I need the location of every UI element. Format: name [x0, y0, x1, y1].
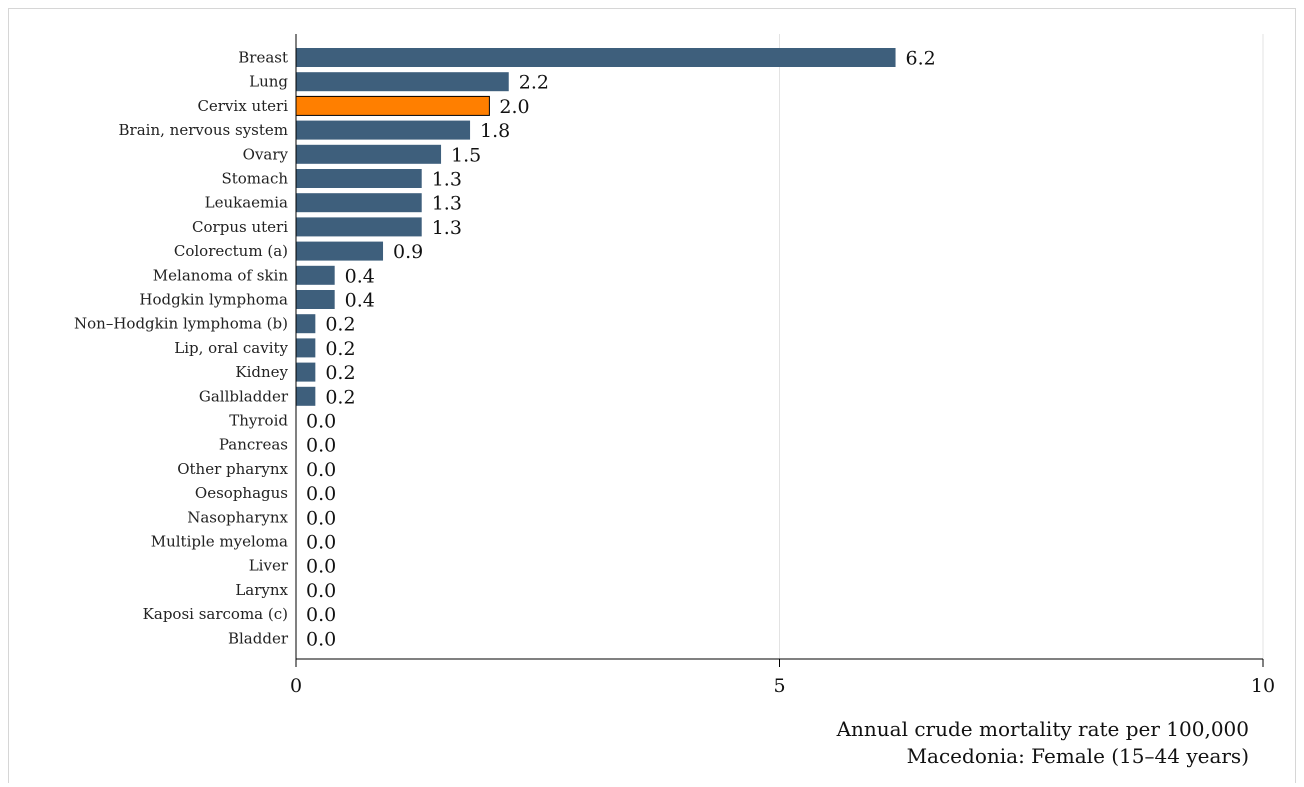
category-label-18: Oesophagus	[195, 484, 288, 502]
x-tick-label-1: 5	[773, 675, 785, 697]
value-label-13: 0.2	[325, 362, 355, 384]
bar-5	[296, 169, 422, 188]
category-label-3: Brain, nervous system	[119, 121, 288, 139]
bar-7	[296, 217, 422, 237]
value-label-17: 0.0	[306, 459, 336, 481]
category-label-14: Gallbladder	[199, 387, 289, 405]
value-label-4: 1.5	[451, 144, 481, 166]
value-label-10: 0.4	[345, 290, 375, 312]
bar-11	[296, 314, 316, 334]
value-label-24: 0.0	[306, 628, 336, 650]
value-label-3: 1.8	[480, 120, 510, 142]
value-label-12: 0.2	[325, 338, 355, 360]
value-label-11: 0.2	[325, 314, 355, 336]
category-label-11: Non–Hodgkin lymphoma (b)	[74, 315, 288, 333]
value-label-23: 0.0	[306, 604, 336, 626]
value-label-6: 1.3	[432, 193, 462, 215]
axis-layer: 0 5 10	[290, 34, 1275, 697]
chart-frame: Breast 6.2 Lung 2.2 Cervix uteri 2.0 Brain, ne…	[8, 8, 1296, 783]
category-label-19: Nasopharynx	[187, 508, 288, 526]
bar-2	[295, 95, 490, 116]
bar-0	[296, 48, 896, 67]
value-label-18: 0.0	[306, 483, 336, 505]
category-label-16: Pancreas	[219, 436, 288, 454]
bar-12	[296, 338, 316, 358]
bar-6	[296, 193, 422, 213]
bars-layer: Breast 6.2 Lung 2.2 Cervix uteri 2.0 Brain, ne…	[74, 48, 936, 651]
category-label-5: Stomach	[221, 170, 288, 188]
value-label-0: 6.2	[906, 48, 936, 70]
bar-14	[296, 386, 316, 406]
category-label-6: Leukaemia	[205, 194, 288, 212]
value-label-15: 0.0	[306, 411, 336, 433]
category-label-20: Multiple myeloma	[151, 533, 288, 551]
category-label-8: Colorectum (a)	[174, 242, 288, 260]
value-label-2: 2.0	[499, 96, 529, 118]
category-label-13: Kidney	[235, 363, 288, 381]
category-label-17: Other pharynx	[177, 460, 288, 478]
category-label-24: Bladder	[228, 629, 289, 647]
category-label-1: Lung	[249, 73, 288, 91]
x-axis-title: Annual crude mortality rate per 100,000	[836, 717, 1249, 741]
bar-chart: Breast 6.2 Lung 2.2 Cervix uteri 2.0 Brain, ne…	[74, 34, 1275, 768]
x-tick-label-0: 0	[290, 675, 302, 697]
bar-3	[296, 120, 471, 140]
category-label-23: Kaposi sarcoma (c)	[143, 605, 288, 623]
bar-13	[296, 362, 316, 382]
category-label-7: Corpus uteri	[192, 218, 288, 236]
value-label-22: 0.0	[306, 580, 336, 602]
value-label-8: 0.9	[393, 241, 423, 263]
x-tick-label-2: 10	[1251, 675, 1275, 697]
value-label-16: 0.0	[306, 435, 336, 457]
bar-4	[296, 144, 442, 164]
bar-1	[296, 72, 509, 92]
value-label-9: 0.4	[345, 265, 375, 287]
category-label-0: Breast	[238, 49, 288, 67]
value-label-21: 0.0	[306, 556, 336, 578]
category-label-2: Cervix uteri	[197, 97, 288, 115]
chart-subtitle: Macedonia: Female (15–44 years)	[907, 744, 1249, 768]
category-label-4: Ovary	[243, 145, 289, 163]
category-label-15: Thyroid	[229, 412, 288, 430]
category-label-12: Lip, oral cavity	[174, 339, 288, 357]
value-label-19: 0.0	[306, 507, 336, 529]
grid-layer	[779, 34, 1264, 659]
bar-9	[296, 265, 335, 285]
value-label-5: 1.3	[432, 169, 462, 191]
category-label-22: Larynx	[235, 581, 288, 599]
category-label-10: Hodgkin lymphoma	[139, 291, 288, 309]
bar-8	[296, 241, 384, 261]
value-label-14: 0.2	[325, 386, 355, 408]
value-label-7: 1.3	[432, 217, 462, 239]
value-label-1: 2.2	[519, 72, 549, 94]
category-label-21: Liver	[249, 557, 289, 575]
value-label-20: 0.0	[306, 532, 336, 554]
category-label-9: Melanoma of skin	[153, 266, 289, 284]
bar-10	[296, 290, 335, 309]
